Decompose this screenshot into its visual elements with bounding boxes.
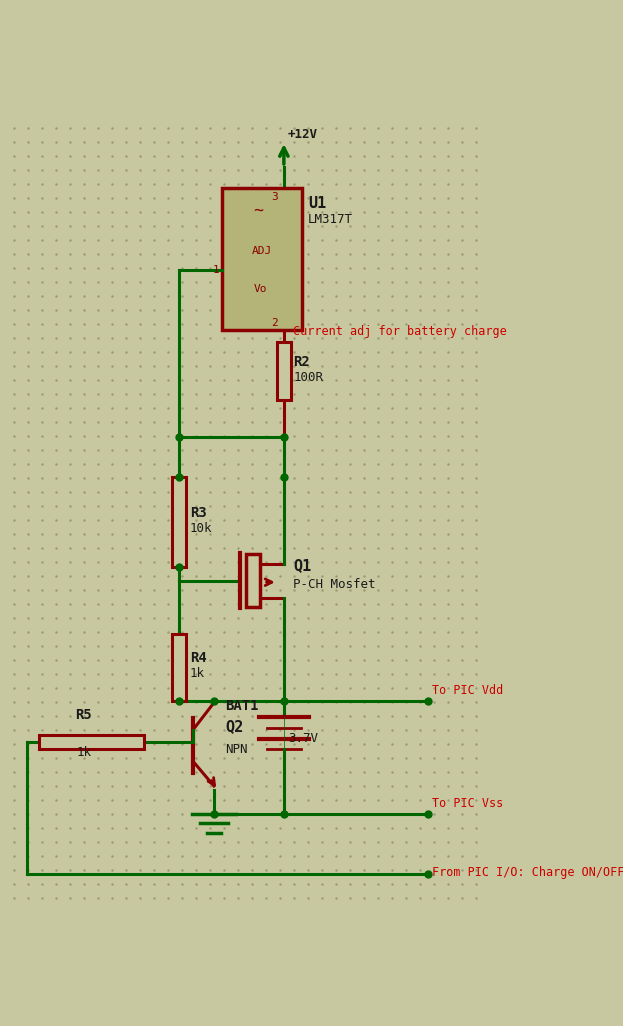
- Text: +12V: +12V: [288, 128, 318, 141]
- Text: Current adj for battery charge: Current adj for battery charge: [293, 325, 507, 338]
- Text: 3.7V: 3.7V: [288, 732, 318, 745]
- Text: 3: 3: [271, 192, 278, 202]
- Bar: [245, 554, 260, 607]
- Bar: [172, 633, 186, 701]
- Text: R4: R4: [190, 652, 206, 665]
- Text: 1: 1: [212, 265, 219, 275]
- Text: R3: R3: [190, 506, 206, 519]
- Text: LM317T: LM317T: [308, 212, 353, 226]
- Bar: [39, 735, 144, 749]
- Bar: [277, 342, 291, 400]
- Text: ADJ: ADJ: [252, 246, 272, 256]
- Bar: [222, 188, 302, 330]
- Text: 2: 2: [271, 318, 278, 328]
- Text: From PIC I/O: Charge ON/OFF: From PIC I/O: Charge ON/OFF: [432, 866, 623, 879]
- Text: BAT1: BAT1: [226, 699, 259, 713]
- Text: NPN: NPN: [226, 743, 248, 756]
- Text: Vo: Vo: [254, 283, 267, 293]
- Text: ~: ~: [253, 202, 263, 221]
- Text: 1k: 1k: [76, 746, 91, 758]
- Text: 10k: 10k: [190, 521, 212, 535]
- Text: 100R: 100R: [293, 370, 323, 384]
- Text: Q1: Q1: [293, 557, 312, 573]
- Text: 1k: 1k: [190, 667, 205, 680]
- Text: Q2: Q2: [226, 718, 244, 734]
- Text: To PIC Vss: To PIC Vss: [432, 797, 503, 811]
- Text: To PIC Vdd: To PIC Vdd: [432, 684, 503, 698]
- Text: R2: R2: [293, 355, 310, 368]
- Bar: [172, 477, 186, 566]
- Text: P-CH Mosfet: P-CH Mosfet: [293, 578, 376, 591]
- Text: U1: U1: [308, 196, 326, 210]
- Text: R5: R5: [75, 708, 92, 722]
